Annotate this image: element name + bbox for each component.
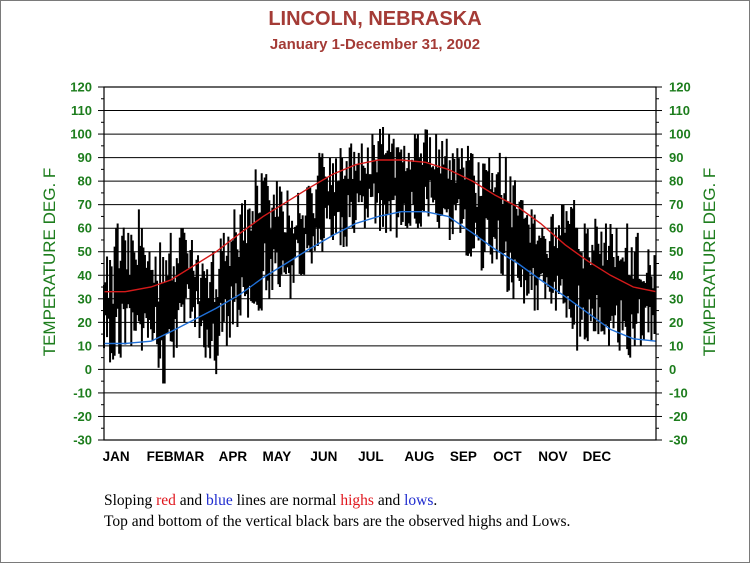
footnote-highs-word: highs [340,492,374,509]
y-tick-label-right: -10 [669,385,688,400]
footnote-red-word: red [156,492,176,509]
x-tick-label: NOV [538,449,567,464]
y-tick-label-left: 120 [70,80,92,95]
x-tick-label: JAN [103,449,130,464]
footnote-text: Sloping [104,492,157,509]
y-axis-label-right: TEMPERATURE DEG. F [700,167,719,357]
y-tick-label-left: 80 [78,174,92,189]
y-axis-label-left: TEMPERATURE DEG. F [40,167,59,357]
normal-high-line [104,159,657,293]
y-tick-label-left: 40 [78,268,92,283]
footnote-text: and [175,492,207,509]
y-tick-label-left: -10 [73,385,92,400]
normal-low-line [104,210,657,345]
y-tick-label-left: 30 [78,291,92,306]
x-tick-label: JUL [358,449,384,464]
footnote-text: and [373,492,405,509]
y-tick-label-right: -20 [669,409,688,424]
chart-title: LINCOLN, NEBRASKA [268,8,482,30]
y-tick-label-right: 30 [669,291,683,306]
y-tick-label-left: 70 [78,197,92,212]
footnote-line-1: Sloping red and blue lines are normal hi… [104,490,570,511]
x-tick-label: MAY [262,449,291,464]
footnote-text: lines are normal [232,492,341,509]
x-tick-label: OCT [493,449,522,464]
y-tick-label-right: -30 [669,433,688,448]
y-tick-label-left: 100 [70,127,92,142]
y-tick-label-left: -20 [73,409,92,424]
y-tick-label-right: 50 [669,244,683,259]
y-tick-label-right: 10 [669,338,683,353]
x-tick-label: MAR [174,449,205,464]
y-tick-label-right: 110 [669,103,690,118]
x-tick-label: AUG [404,449,434,464]
footnote-text: . [433,492,438,509]
normal-lines [104,159,657,345]
y-tick-label-left: 0 [85,362,92,377]
y-tick-label-right: 70 [669,197,683,212]
y-tick-label-left: 10 [78,338,92,353]
y-tick-label-right: 0 [669,362,676,377]
y-tick-label-right: 20 [669,315,683,330]
y-tick-label-left: 110 [71,103,92,118]
footnote-lows-word: lows [404,492,434,509]
observed-bars [103,127,656,384]
x-tick-label: APR [219,449,248,464]
y-tick-label-right: 80 [669,174,683,189]
y-tick-label-left: 50 [78,244,92,259]
x-tick-label: DEC [583,449,612,464]
footnote-blue-word: blue [206,492,233,509]
x-tick-label: SEP [450,449,477,464]
x-tick-label: JUN [310,449,337,464]
y-tick-label-left: 20 [78,315,92,330]
chart-footnote: Sloping red and blue lines are normal hi… [104,490,570,532]
y-tick-label-right: 120 [669,80,691,95]
axis-labels: -30 -30 -20 -20 -10 -10 0 0 10 10 20 20 30 30 40 40 50 50… [70,80,690,465]
axis-ticks [98,86,662,441]
y-tick-label-left: 90 [78,150,92,165]
y-tick-label-left: 60 [78,221,92,236]
y-tick-label-right: 60 [669,221,683,236]
y-tick-label-right: 40 [669,268,683,283]
y-tick-label-right: 90 [669,150,683,165]
chart-subtitle: January 1-December 31, 2002 [269,36,481,53]
y-tick-label-left: -30 [73,433,92,448]
y-tick-label-right: 100 [669,127,691,142]
x-tick-label: FEB [147,449,174,464]
footnote-line-2: Top and bottom of the vertical black bar… [104,513,571,530]
